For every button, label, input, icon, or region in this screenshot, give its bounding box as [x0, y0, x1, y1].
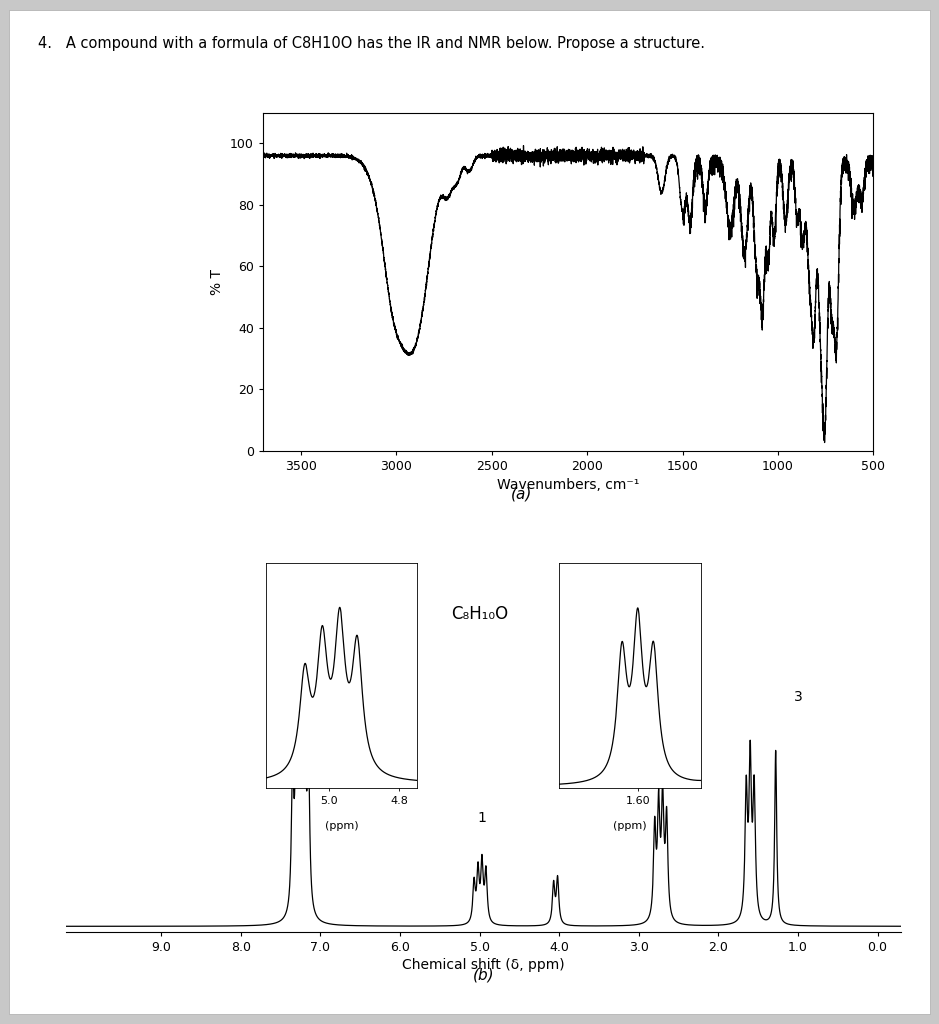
Text: C₈H₁₀O: C₈H₁₀O	[451, 605, 508, 623]
Text: (b): (b)	[472, 968, 495, 983]
Y-axis label: % T: % T	[210, 268, 224, 295]
Text: (a): (a)	[511, 486, 531, 502]
Text: 3: 3	[794, 690, 803, 703]
X-axis label: Wavenumbers, cm⁻¹: Wavenumbers, cm⁻¹	[497, 478, 639, 493]
Text: 1: 1	[478, 811, 486, 825]
X-axis label: Chemical shift (δ, ppm): Chemical shift (δ, ppm)	[402, 958, 565, 972]
Text: 4.   A compound with a formula of C8H10O has the IR and NMR below. Propose a str: 4. A compound with a formula of C8H10O h…	[38, 36, 704, 51]
Text: 5: 5	[308, 633, 316, 647]
